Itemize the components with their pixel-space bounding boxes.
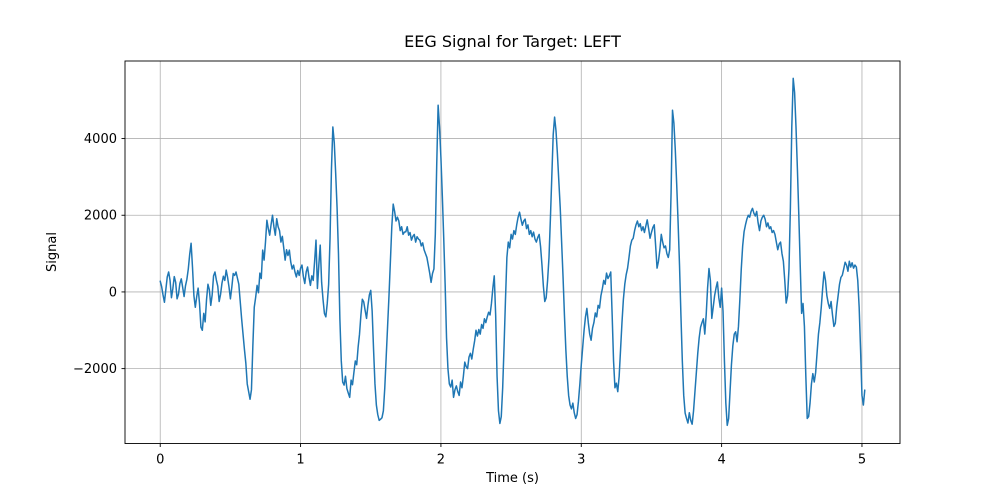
- x-tick-label: 5: [858, 453, 866, 468]
- y-tick-label: 4000: [84, 132, 117, 147]
- x-tick-label: 1: [296, 453, 304, 468]
- y-tick-label: 0: [109, 285, 117, 300]
- x-tick-label: 0: [156, 453, 164, 468]
- y-tick-label: −2000: [73, 362, 117, 377]
- chart-title: EEG Signal for Target: LEFT: [404, 32, 621, 51]
- x-axis-label: Time (s): [485, 471, 539, 486]
- x-tick-label: 3: [577, 453, 585, 468]
- y-axis-label: Signal: [45, 232, 60, 272]
- y-tick-label: 2000: [84, 209, 117, 224]
- signal-line: [159, 77, 866, 427]
- grid-layer: [125, 61, 900, 444]
- axis-layer: 0 1 2 3 4 5 −2000 0 2000 4000: [73, 60, 901, 468]
- x-tick-label: 4: [717, 453, 725, 468]
- axes-spines: [124, 60, 901, 444]
- data-layer: [159, 77, 866, 427]
- x-tick-label: 2: [437, 453, 445, 468]
